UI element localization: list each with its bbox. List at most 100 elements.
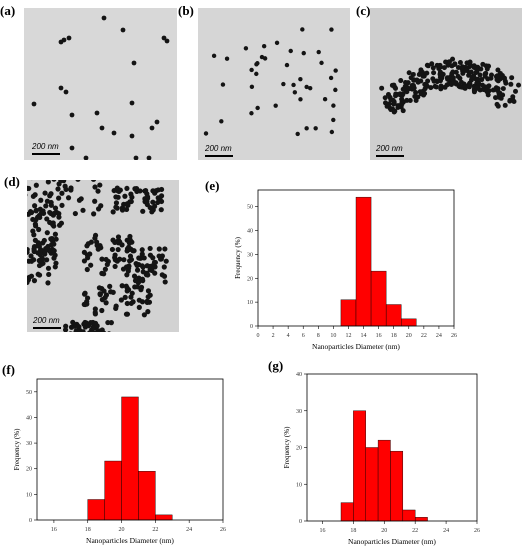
nanoparticle [379,86,384,91]
nanoparticle [75,180,80,182]
nanoparticle [491,88,496,93]
nanoparticle [162,264,167,269]
tem-image-a: 200 nm [24,8,177,160]
chart-e-bar-2 [371,271,386,326]
nanoparticle [147,156,152,160]
nanoparticle [495,73,500,78]
nanoparticle [97,182,102,187]
nanoparticle [275,41,279,45]
chart-e-bar-3 [386,305,401,326]
nanoparticle [150,188,155,193]
nanoparticle [82,258,87,263]
nanoparticle [414,98,419,103]
scale-text-a: 200 nm [32,142,59,151]
nanoparticle [250,85,254,89]
nanoparticle [38,248,43,253]
nanoparticle [484,87,489,92]
nanoparticle [136,262,141,267]
nanoparticle [164,259,169,264]
chart-e-xtick-label-7: 14 [361,333,367,339]
nanoparticle [148,293,153,298]
nanoparticle [121,28,126,33]
nanoparticle [285,63,289,67]
chart-g-ytick-label-1: 10 [296,482,302,488]
chart-g-xtick-label-5: 26 [474,528,480,534]
nanoparticle [137,188,142,193]
chart-f-ytick-label-3: 30 [26,441,32,447]
nanoparticle [83,302,88,307]
nanoparticle [107,284,112,289]
nanoparticle [249,111,253,115]
chart-e-xtick-label-10: 20 [406,333,412,339]
nanoparticle [456,74,461,79]
nanoparticle [66,195,71,200]
chart-e-xtick-label-12: 24 [436,333,442,339]
nanoparticle [103,267,108,272]
nanoparticle [36,272,41,277]
nanoparticle [383,95,388,100]
nanoparticle [37,244,42,249]
nanoparticle [55,186,60,191]
nanoparticle [32,102,37,107]
chart-e-xtick-label-3: 6 [302,333,305,339]
nanoparticle [255,106,259,110]
scale-bar-d [33,327,61,329]
nanoparticle [93,306,98,311]
nanoparticle [45,230,50,235]
nanoparticle [397,92,402,97]
nanoparticle [114,200,119,205]
nanoparticle [463,83,468,88]
nanoparticle [99,257,104,262]
nanoparticle [509,75,514,80]
nanoparticle [110,247,115,252]
panel-label-d: (d) [4,174,20,190]
chart-e-bar-4 [401,319,416,326]
nanoparticle [503,79,508,84]
nanoparticle [155,200,160,205]
nanoparticle [407,70,412,75]
nanoparticle [289,49,293,53]
nanoparticle [124,186,129,191]
chart-g-ytick-label-2: 20 [296,446,302,452]
nanoparticle [59,221,64,226]
nanoparticle [474,67,479,72]
chart-e-xtick-label-1: 2 [272,333,275,339]
nanoparticle [36,227,41,232]
nanoparticle [113,194,118,199]
nanoparticle [141,269,146,274]
nanoparticle [148,253,153,258]
nanoparticle [401,87,406,92]
nanoparticle [466,73,471,78]
nanoparticle [142,312,147,317]
chart-f-ytick-label-4: 40 [26,415,32,421]
nanoparticle [450,57,455,62]
chart-e-xtick-label-8: 16 [376,333,382,339]
nanoparticle [85,267,90,272]
chart-g-bar-2 [366,448,378,522]
nanoparticle [124,312,129,317]
nanoparticle [38,198,43,203]
nanoparticle [59,191,64,196]
nanoparticle [513,89,518,94]
nanoparticle [472,63,477,68]
nanoparticle [254,62,258,66]
nanoparticle [399,97,404,102]
chart-e-xtick-label-9: 18 [391,333,397,339]
chart-e-ytick-label-0: 0 [250,324,253,330]
chart-e-xtick-label-4: 8 [317,333,320,339]
nanoparticle [452,80,457,85]
chart-g-xtick-label-3: 22 [412,528,418,534]
nanoparticle [104,300,109,305]
nanoparticle [121,266,126,271]
tem-image-c: 200 nm [370,8,522,160]
nanoparticle [438,86,443,91]
chart-e-bar-1 [356,197,371,326]
nanoparticle [67,36,72,41]
nanoparticle [165,39,170,44]
nanoparticle [388,97,393,102]
chart-g-ytick-label-0: 0 [299,519,302,525]
nanoparticle [145,299,150,304]
nanoparticle [407,86,412,91]
nanoparticle [500,73,505,78]
nanoparticle [91,211,96,216]
